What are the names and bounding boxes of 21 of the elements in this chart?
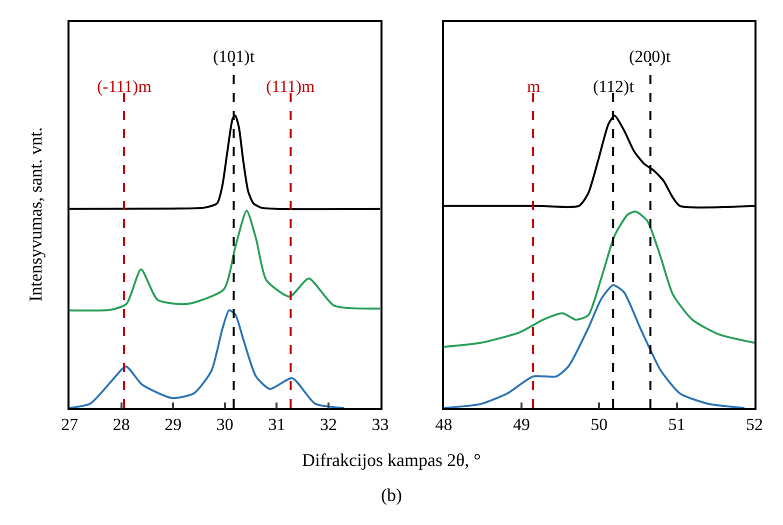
x-tick-label: 29 [164, 415, 182, 434]
x-tick-label: 48 [435, 415, 452, 434]
ref-line-label: m [527, 77, 540, 96]
x-tick-label: 33 [372, 415, 389, 434]
ref-line-label: (200)t [629, 47, 671, 66]
x-tick-label: 51 [668, 415, 686, 434]
ref-line-label: (-111)m [97, 77, 152, 96]
x-tick-label: 31 [268, 415, 286, 434]
ref-line-label: (111)m [266, 77, 315, 96]
ref-line-label: (112)t [593, 77, 634, 96]
x-axis-title: Difrakcijos kampas 2θ, ° [302, 450, 481, 470]
x-tick-label: 28 [112, 415, 130, 434]
x-tick-label: 49 [512, 415, 530, 434]
text: (b) [381, 485, 402, 505]
x-tick-label: 52 [746, 415, 763, 434]
x-tick-label: 27 [61, 415, 79, 434]
x-tick-label: 30 [216, 415, 234, 434]
x-tick-label: 50 [590, 415, 608, 434]
x-tick-label: 32 [320, 415, 337, 434]
ref-line-label: (101)t [213, 47, 255, 66]
y-axis-title: Intensyvumas, sant. vnt. [26, 127, 46, 302]
